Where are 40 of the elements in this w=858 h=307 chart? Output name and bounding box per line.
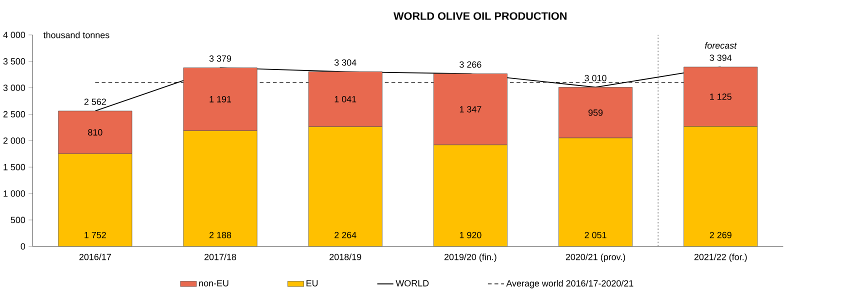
legend-label: Average world 2016/17-2020/21 — [506, 280, 634, 288]
legend-label: EU — [306, 280, 318, 286]
y-tick-label: 500 — [10, 216, 26, 224]
y-tick-label: 0 — [20, 243, 26, 250]
data-label: 2 051 — [584, 232, 606, 238]
x-tick-label: 2016/17 — [79, 254, 111, 260]
y-tick-label: 1 000 — [4, 190, 26, 197]
x-tick-label: 2017/18 — [204, 254, 236, 260]
data-label: 1 191 — [210, 96, 232, 102]
y-tick-label: 2 000 — [3, 138, 26, 144]
data-label: 2 562 — [84, 98, 106, 106]
data-label: 1 125 — [710, 94, 732, 100]
legend-label: non-EU — [199, 280, 228, 286]
data-label: 1 920 — [460, 232, 482, 238]
x-tick-label: 2020/21 (prov.) — [566, 254, 626, 262]
data-label: 3 379 — [209, 55, 232, 62]
x-tick-label: 2019/20 (fin.) — [444, 254, 496, 262]
y-axis-title: thousand tonnes — [43, 32, 110, 38]
chart-title: WORLD OLIVE OIL PRODUCTION — [394, 12, 566, 20]
data-label: 2 269 — [710, 232, 732, 238]
data-label: 3 010 — [584, 74, 606, 82]
data-label: 1 347 — [460, 106, 482, 113]
y-tick-label: 3 500 — [3, 58, 26, 65]
y-tick-label: 3 000 — [3, 84, 26, 92]
x-tick-label: 2021/22 (for.) — [694, 254, 747, 262]
data-label: 3 394 — [710, 54, 732, 62]
y-tick-label: 4 000 — [3, 32, 26, 38]
data-label: 959 — [588, 110, 603, 116]
data-label: 810 — [88, 129, 102, 136]
data-label: 2 264 — [334, 232, 356, 238]
x-tick-label: 2018/19 — [330, 254, 362, 260]
y-tick-label: 1 500 — [4, 164, 26, 170]
y-tick-label: 2 500 — [3, 111, 26, 118]
data-label: 1 752 — [84, 232, 106, 238]
legend-label: WORLD — [396, 280, 429, 287]
data-label: 3 266 — [460, 61, 482, 68]
annotation: forecast — [704, 42, 737, 49]
data-label: 3 304 — [334, 59, 356, 66]
data-label: 1 041 — [334, 96, 356, 102]
data-label: 2 188 — [210, 232, 232, 238]
